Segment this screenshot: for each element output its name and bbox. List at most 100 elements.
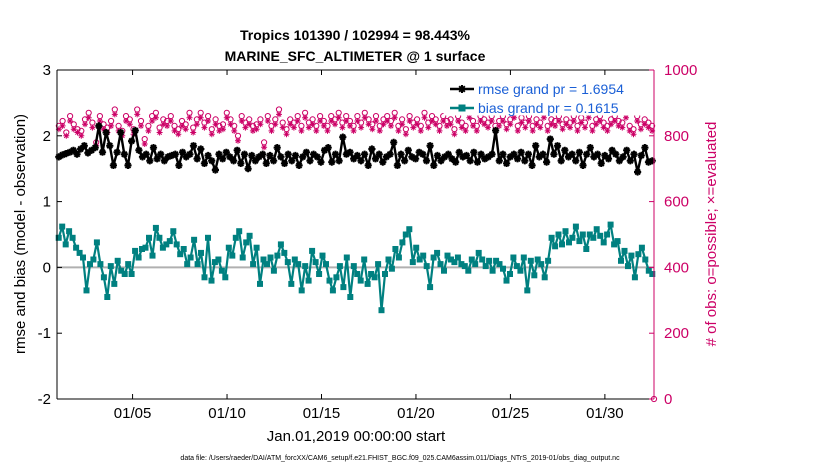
point-obs-evaluated-134 [555, 118, 562, 124]
point-bias-32 [166, 238, 173, 245]
point-bias-128 [500, 265, 506, 272]
point-obs-evaluated-36 [190, 129, 197, 136]
point-rmse-85 [364, 161, 372, 169]
point-bias-8 [83, 287, 90, 294]
point-bias-166 [631, 274, 638, 281]
point-obs-evaluated-80 [354, 118, 361, 124]
point-bias-133 [517, 267, 524, 274]
point-rmse-19 [124, 161, 132, 169]
point-obs-evaluated-141 [582, 124, 588, 131]
point-bias-78 [326, 277, 333, 284]
point-obs-evaluated-105 [447, 121, 454, 128]
point-obs-evaluated-21 [134, 111, 141, 118]
point-obs-evaluated-106 [451, 131, 458, 138]
point-rmse-124 [506, 153, 514, 161]
point-bias-54 [243, 239, 250, 246]
legend-bias-label: bias grand pr = 0.1615 [478, 100, 619, 116]
point-rmse-108 [448, 155, 456, 163]
point-bias-160 [611, 241, 618, 248]
point-rmse-20 [128, 137, 136, 145]
point-bias-72 [305, 277, 312, 284]
point-obs-evaluated-127 [529, 127, 536, 134]
point-rmse-150 [601, 151, 609, 160]
point-rmse-55 [255, 153, 263, 161]
point-rmse-129 [524, 150, 532, 158]
point-obs-evaluated-110 [466, 114, 473, 121]
point-bias-3 [66, 228, 73, 235]
legend-box [443, 75, 651, 116]
x-axis-label: Jan.01,2019 00:00:00 start [267, 428, 446, 445]
point-bias-113 [448, 256, 454, 263]
point-obs-evaluated-154 [630, 131, 637, 138]
point-obs-evaluated-146 [600, 124, 607, 131]
y-tick-label-left-0: -2 [38, 391, 51, 408]
point-obs-evaluated-143 [589, 127, 596, 134]
data-file-footnote: data file: /Users/raeder/DAI/ATM_forcXX/… [180, 455, 620, 462]
point-rmse-120 [492, 126, 500, 135]
y-tick-label-left-3: 1 [43, 194, 51, 211]
point-obs-evaluated-9 [89, 124, 96, 131]
point-obs-evaluated-128 [533, 121, 540, 128]
point-rmse-18 [120, 150, 128, 158]
point-rmse-93 [393, 161, 401, 169]
point-obs-evaluated-114 [481, 121, 488, 128]
point-bias-28 [152, 224, 159, 231]
point-bias-0 [55, 234, 62, 241]
y-tick-label-left-5: 3 [43, 62, 51, 79]
point-rmse-117 [481, 155, 489, 163]
point-obs-evaluated-104 [443, 122, 450, 129]
point-rmse-145 [583, 150, 591, 158]
point-rmse-82 [353, 151, 361, 160]
point-rmse-74 [324, 144, 332, 152]
point-obs-evaluated-69 [313, 127, 320, 134]
point-rmse-135 [546, 135, 554, 143]
point-rmse-102 [426, 142, 434, 150]
point-bias-16 [111, 280, 118, 287]
point-obs-evaluated-38 [197, 114, 204, 121]
point-rmse-21 [131, 126, 139, 135]
point-rmse-10 [91, 144, 99, 152]
point-bias-97 [392, 246, 399, 252]
point-obs-evaluated-74 [332, 121, 338, 128]
point-obs-evaluated-47 [231, 127, 238, 134]
point-rmse-52 [244, 165, 252, 173]
point-bias-11 [93, 239, 100, 246]
point-obs-evaluated-101 [432, 121, 439, 128]
point-rmse-54 [251, 157, 259, 165]
point-obs-evaluated-24 [145, 127, 152, 134]
point-rmse-116 [477, 150, 485, 158]
point-rmse-96 [404, 146, 412, 154]
point-bias-74 [312, 259, 319, 266]
legend-rmse-star [458, 85, 466, 93]
point-obs-evaluated-91 [395, 127, 402, 134]
point-rmse-33 [175, 161, 183, 169]
point-rmse-66 [295, 161, 303, 169]
point-rmse-134 [543, 158, 551, 166]
point-bias-137 [531, 272, 538, 279]
point-bias-94 [382, 271, 388, 277]
point-obs-evaluated-22 [138, 122, 144, 129]
point-rmse-95 [401, 157, 409, 165]
point-rmse-160 [637, 151, 645, 160]
point-rmse-60 [273, 144, 281, 152]
point-bias-171 [649, 271, 656, 277]
point-bias-43 [205, 234, 211, 241]
point-rmse-75 [328, 158, 336, 166]
point-rmse-76 [331, 150, 340, 158]
y-tick-label-right-2: 400 [664, 259, 689, 276]
point-rmse-139 [561, 146, 569, 154]
point-rmse-3 [66, 148, 74, 156]
point-obs-evaluated-66 [302, 114, 309, 121]
point-obs-evaluated-102 [436, 127, 443, 134]
point-rmse-48 [230, 157, 238, 165]
point-bias-7 [80, 254, 86, 261]
point-bias-93 [378, 307, 385, 314]
point-rmse-107 [444, 150, 452, 158]
point-obs-evaluated-50 [242, 124, 249, 131]
point-rmse-16 [113, 148, 121, 156]
corner-marker [650, 395, 658, 403]
point-bias-85 [350, 263, 357, 270]
point-obs-evaluated-122 [511, 114, 518, 121]
point-rmse-81 [350, 155, 358, 163]
point-bias-57 [253, 244, 260, 251]
